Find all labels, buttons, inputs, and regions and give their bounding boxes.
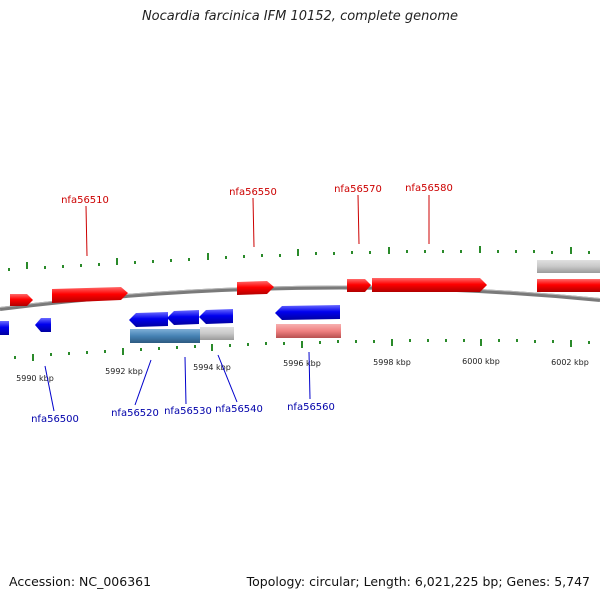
gene-arrow-forward[interactable]	[52, 287, 128, 303]
lower-tick-row	[14, 339, 590, 361]
scale-label: 5990 kbp	[16, 374, 54, 383]
gene-arrow-reverse[interactable]	[0, 321, 9, 335]
gene-block-pink[interactable]	[276, 324, 341, 338]
pseudo-gene-gray[interactable]	[537, 260, 600, 273]
gene-label-forward[interactable]: nfa56580	[405, 183, 453, 194]
gene-block-forward[interactable]	[537, 279, 600, 292]
gene-arrow-reverse[interactable]	[35, 318, 51, 332]
scale-label: 5992 kbp	[105, 367, 143, 376]
forward-strand-genes	[10, 260, 600, 306]
label-leader-line	[217, 354, 238, 403]
gene-label-reverse[interactable]: nfa56540	[215, 404, 263, 415]
gene-label-forward[interactable]: nfa56510	[61, 195, 109, 206]
gene-block-steel[interactable]	[130, 329, 200, 343]
scale-label: 6000 kbp	[462, 357, 500, 366]
accession-label: Accession: NC_006361	[9, 574, 152, 589]
label-leader-line	[184, 356, 187, 405]
label-leader-line	[85, 205, 88, 257]
gene-label-reverse[interactable]: nfa56560	[287, 402, 335, 413]
label-leader-line	[252, 197, 255, 248]
gene-label-reverse[interactable]: nfa56520	[111, 408, 159, 419]
pseudo-gene-gray[interactable]	[200, 327, 234, 340]
gene-label-reverse[interactable]: nfa56500	[31, 414, 79, 425]
gene-arrow-reverse[interactable]	[275, 305, 340, 320]
genome-summary: Topology: circular; Length: 6,021,225 bp…	[246, 574, 590, 589]
gene-arrow-reverse[interactable]	[129, 312, 168, 327]
gene-label-forward[interactable]: nfa56570	[334, 184, 382, 195]
scale-label: 5998 kbp	[373, 358, 411, 367]
scale-label: 5994 kbp	[193, 363, 231, 372]
label-leader-line	[134, 359, 152, 406]
genome-title: Nocardia farcinica IFM 10152, complete g…	[141, 9, 459, 24]
gene-arrow-reverse[interactable]	[167, 310, 199, 325]
scale-label: 6002 kbp	[551, 358, 589, 367]
label-leader-line	[357, 194, 360, 245]
upper-tick-row	[8, 246, 590, 271]
label-leader-line	[44, 365, 55, 412]
gene-arrow-forward[interactable]	[10, 294, 33, 306]
gene-arrow-forward[interactable]	[372, 278, 487, 292]
gene-arrow-reverse[interactable]	[199, 309, 233, 324]
gene-label-forward[interactable]: nfa56550	[229, 187, 277, 198]
reverse-strand-genes	[0, 305, 341, 343]
gene-arrow-forward[interactable]	[237, 281, 274, 295]
label-leader-line	[308, 351, 311, 400]
scale-label: 5996 kbp	[283, 359, 321, 368]
gene-label-reverse[interactable]: nfa56530	[164, 406, 212, 417]
gene-arrow-forward[interactable]	[347, 279, 371, 292]
